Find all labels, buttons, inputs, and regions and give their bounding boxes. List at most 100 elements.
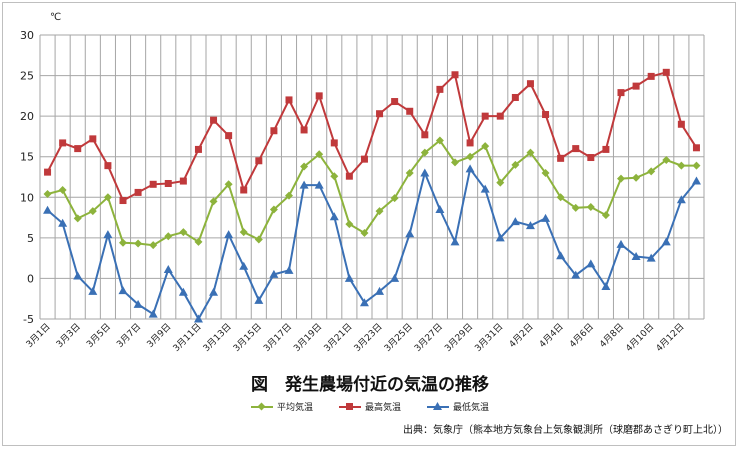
data-point (269, 205, 278, 214)
data-point (375, 286, 385, 295)
data-point (466, 152, 475, 161)
data-point (405, 168, 414, 177)
x-tick-label: 4月6日 (567, 321, 596, 350)
data-point (391, 98, 399, 106)
data-point (134, 188, 142, 196)
data-point (359, 298, 369, 307)
data-point (646, 253, 656, 262)
data-point (119, 238, 127, 247)
y-tick-label: 15 (20, 151, 34, 164)
legend-label-avg: 平均気温 (276, 403, 313, 413)
data-point (601, 211, 610, 220)
data-point (376, 110, 384, 118)
data-point (163, 265, 173, 274)
legend-item-max: 最高気温 (338, 400, 401, 413)
y-tick-label: 10 (20, 191, 34, 204)
data-point (103, 193, 112, 202)
data-point (239, 228, 248, 237)
data-point (73, 271, 83, 280)
x-tick-label: 3月19日 (292, 321, 325, 354)
data-point (586, 203, 595, 212)
data-point (495, 233, 505, 242)
data-point (465, 164, 475, 173)
data-point (481, 142, 490, 151)
data-point (149, 180, 157, 188)
legend-marker-min (433, 402, 442, 410)
data-point (616, 239, 626, 248)
data-point (692, 161, 701, 170)
data-point (134, 239, 143, 248)
legend-swatch-min (427, 402, 449, 411)
x-tick-label: 3月11日 (171, 321, 204, 354)
data-point (451, 158, 459, 167)
data-point (586, 259, 596, 268)
data-point (88, 207, 97, 216)
data-point (104, 162, 112, 170)
legend-swatch-avg (250, 402, 273, 411)
x-tick-label: 4月2日 (507, 321, 536, 350)
data-point (300, 162, 309, 171)
data-point (617, 89, 625, 97)
y-tick-label: 5 (27, 232, 34, 245)
data-point (179, 228, 188, 237)
data-point (88, 286, 98, 295)
data-point (511, 160, 520, 169)
y-tick-label: 20 (20, 110, 34, 123)
x-tick-label: 4月10日 (624, 321, 657, 354)
data-point (254, 235, 263, 244)
data-point (436, 85, 444, 93)
data-point (662, 155, 671, 164)
data-point (375, 207, 384, 216)
data-point (631, 252, 641, 261)
data-point (254, 295, 264, 304)
data-point (44, 168, 52, 176)
data-point (435, 204, 445, 213)
data-point (118, 286, 128, 295)
data-point (602, 145, 610, 153)
data-point (315, 150, 324, 159)
data-point (525, 221, 535, 230)
data-point (269, 269, 279, 278)
y-tick-label: 25 (20, 70, 34, 83)
data-point (647, 167, 656, 176)
data-point (601, 282, 611, 291)
data-point (632, 173, 641, 182)
data-point (676, 195, 686, 204)
data-point (329, 212, 339, 221)
data-point (224, 180, 233, 189)
data-point (179, 177, 187, 185)
data-point (148, 309, 158, 318)
data-point (360, 228, 369, 237)
x-tick-label: 3月21日 (322, 321, 355, 354)
data-point (239, 261, 249, 270)
data-point (43, 190, 52, 199)
x-tick-label: 3月3日 (54, 321, 83, 350)
data-point (178, 287, 188, 296)
legend-label-max: 最高気温 (364, 403, 401, 413)
x-tick-label: 4月4日 (537, 321, 566, 350)
legend: 平均気温 最高気温 最低気温 (0, 400, 740, 413)
data-point (557, 154, 565, 162)
x-tick-label: 3月25日 (382, 321, 415, 354)
data-point (677, 120, 685, 128)
data-point (345, 172, 353, 180)
data-point (119, 197, 127, 205)
data-point (255, 157, 263, 165)
data-point (571, 270, 581, 279)
data-point (193, 314, 203, 323)
data-point (542, 111, 550, 119)
data-point (73, 214, 82, 223)
data-point (89, 135, 97, 143)
data-point (406, 107, 414, 115)
data-point (315, 92, 323, 100)
data-point (510, 217, 520, 226)
data-point (74, 145, 82, 153)
x-tick-label: 3月9日 (145, 321, 174, 350)
data-point (300, 126, 308, 134)
data-point (526, 148, 535, 157)
data-point (481, 112, 489, 120)
data-point (103, 230, 113, 239)
data-point (421, 131, 429, 139)
series-group (43, 68, 701, 323)
